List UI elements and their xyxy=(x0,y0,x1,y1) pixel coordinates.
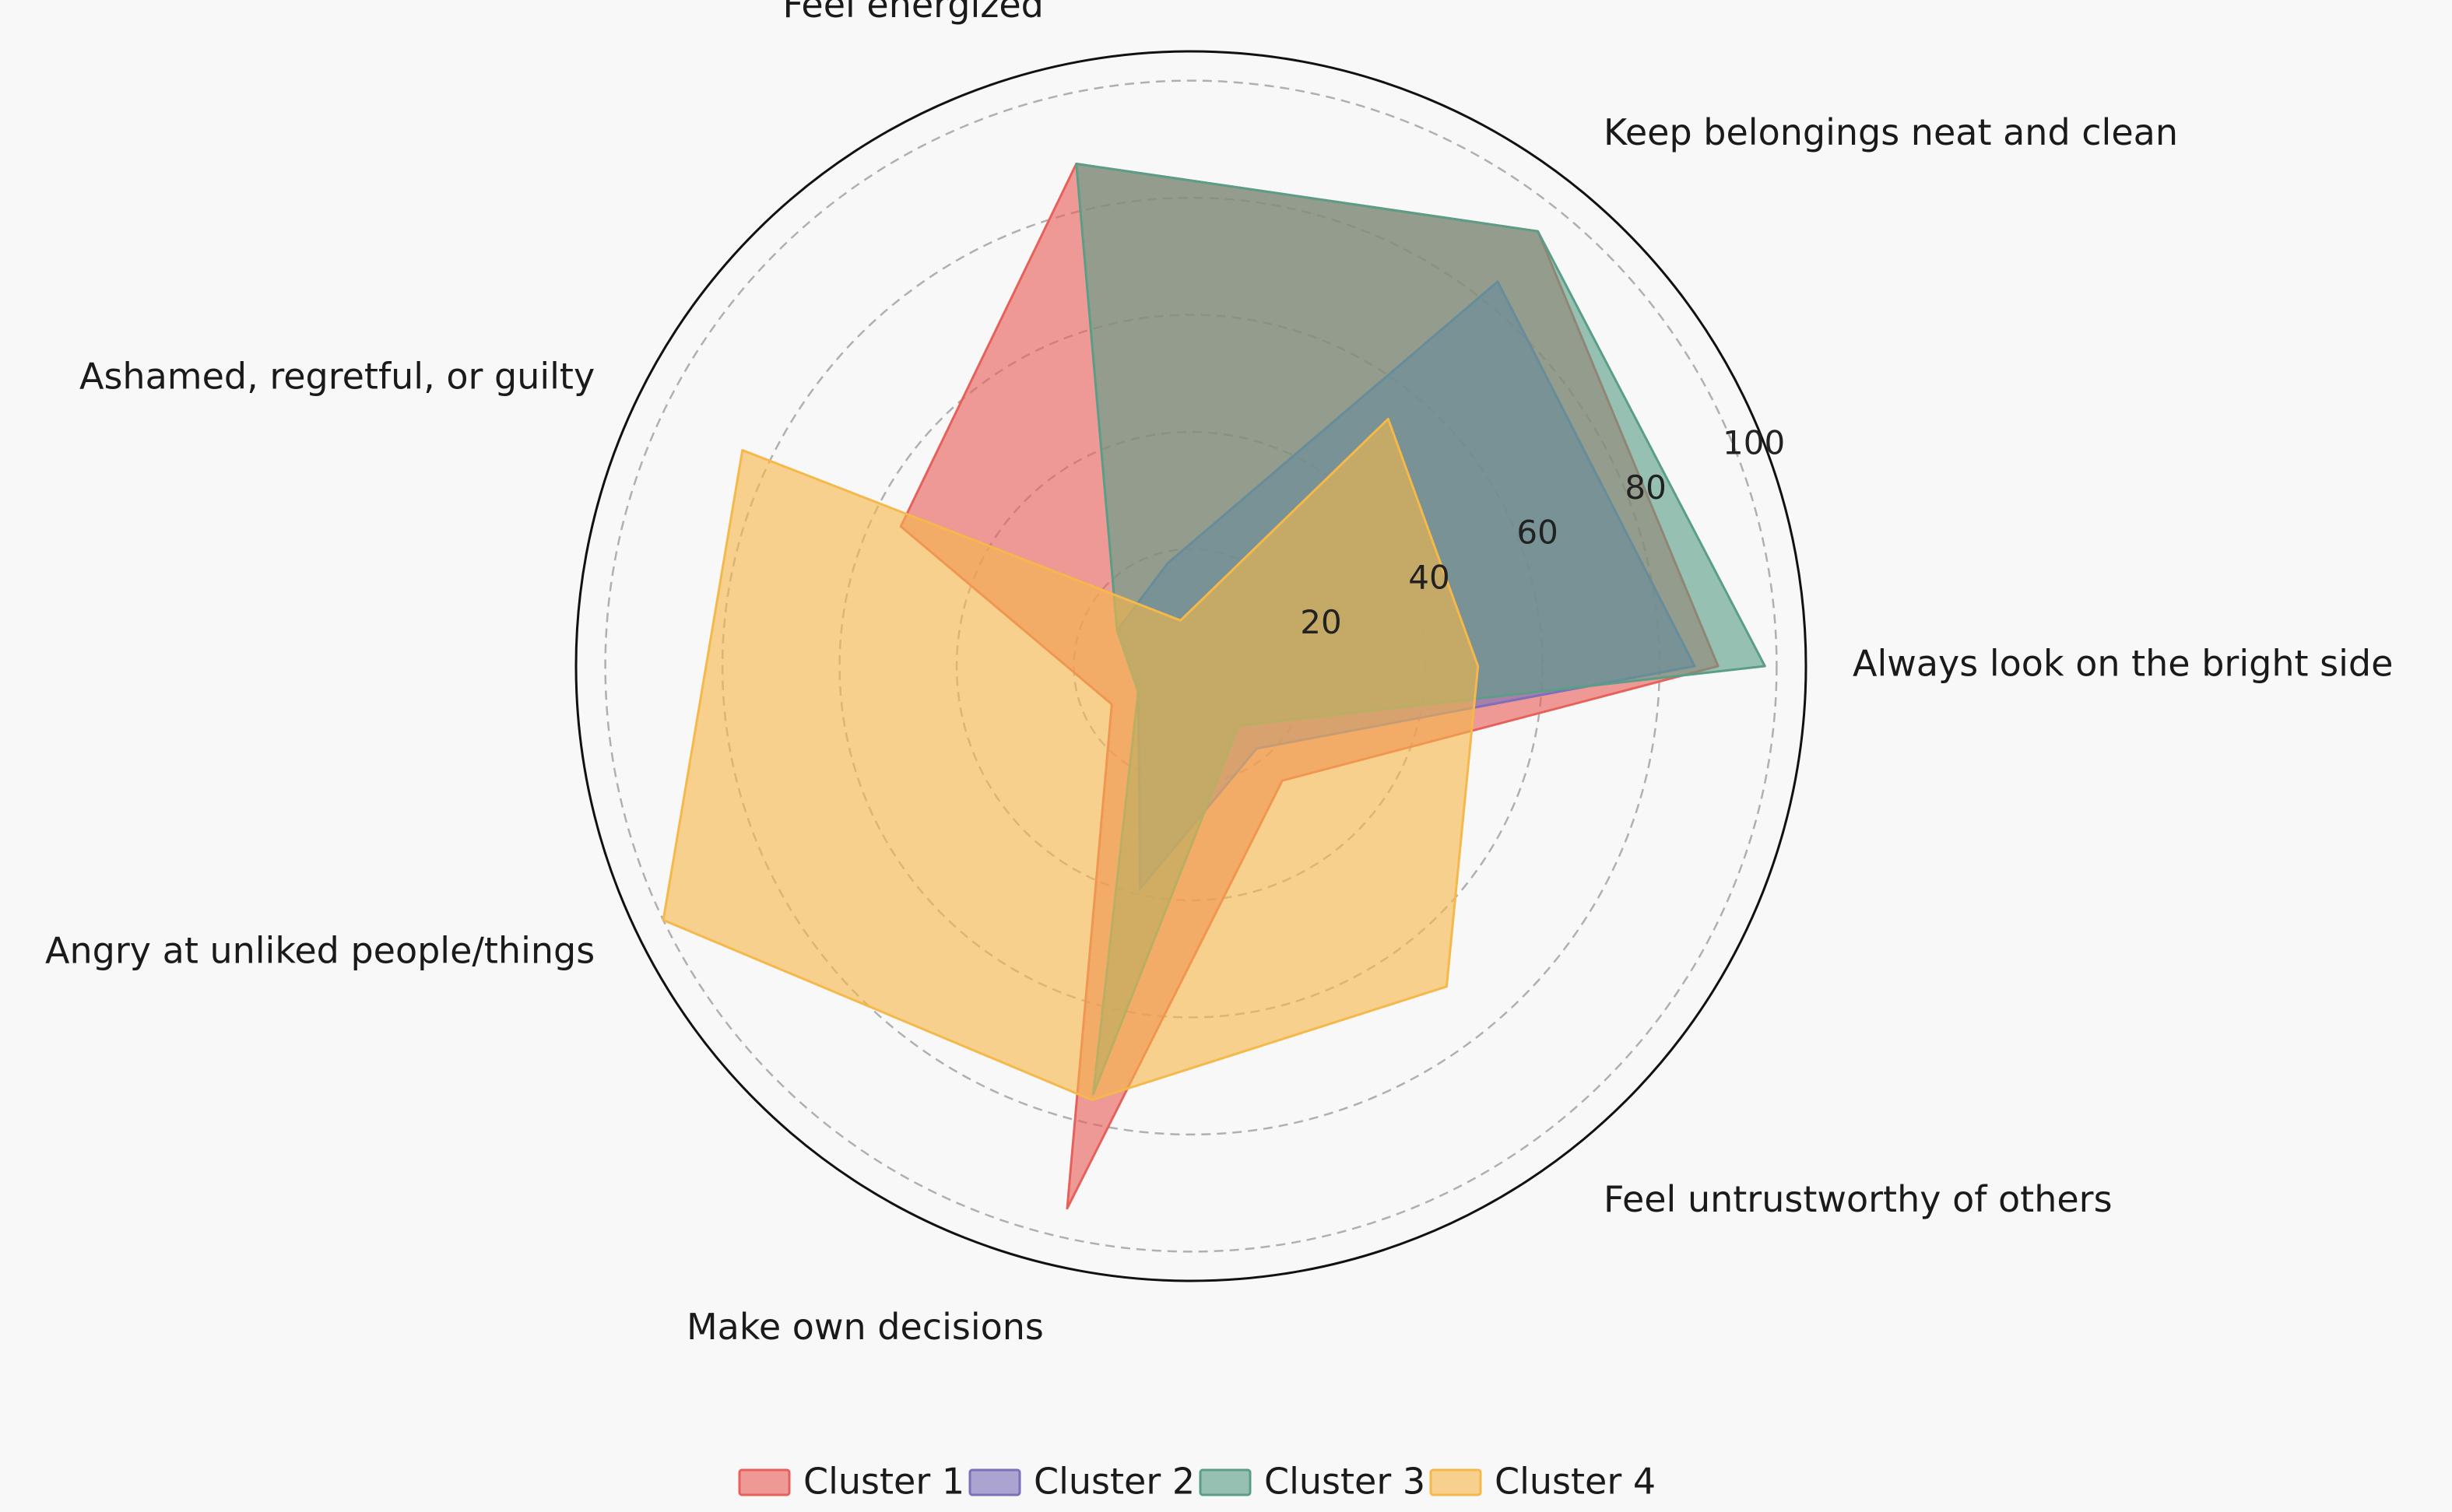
legend: Cluster 1 Cluster 2 Cluster 3 Cluster 4 xyxy=(738,1461,1656,1503)
legend-item-cluster-2: Cluster 2 xyxy=(968,1461,1195,1503)
legend-swatch-cluster-4 xyxy=(1429,1468,1482,1496)
axis-labels: Always look on the bright side Keep belon… xyxy=(45,0,2393,1348)
outer-ring xyxy=(574,50,1807,1282)
legend-swatch-cluster-3 xyxy=(1199,1468,1252,1496)
legend-swatch-cluster-2 xyxy=(968,1468,1021,1496)
axis-label-feel-untrustworthy-of-others: Feel untrustworthy of others xyxy=(1604,1178,2113,1220)
legend-label-cluster-4: Cluster 4 xyxy=(1495,1461,1656,1503)
tick-label-60: 60 xyxy=(1516,514,1558,552)
legend-item-cluster-1: Cluster 1 xyxy=(738,1461,964,1503)
legend-item-cluster-3: Cluster 3 xyxy=(1199,1461,1425,1503)
legend-item-cluster-4: Cluster 4 xyxy=(1429,1461,1656,1503)
axis-label-ashamed-regretful-or-guilty: Ashamed, regretful, or guilty xyxy=(79,356,595,398)
axis-label-always-look-on-the-bright-side: Always look on the bright side xyxy=(1853,643,2393,685)
series-cluster-4-area xyxy=(662,417,1480,1101)
axis-label-feel-energized: Feel energized xyxy=(782,0,1043,26)
tick-label-100: 100 xyxy=(1723,424,1785,462)
radar-series xyxy=(662,163,1766,1210)
tick-label-80: 80 xyxy=(1625,468,1666,507)
tick-label-20: 20 xyxy=(1300,603,1341,641)
axis-label-keep-belongings-neat-and-clean: Keep belongings neat and clean xyxy=(1604,111,2178,153)
tick-label-40: 40 xyxy=(1408,558,1449,596)
axis-label-make-own-decisions: Make own decisions xyxy=(687,1306,1044,1348)
radial-tick-labels: 20 40 60 80 100 xyxy=(1300,424,1785,641)
legend-swatch-cluster-1 xyxy=(738,1468,791,1496)
axis-label-angry-at-unliked-people-things: Angry at unliked people/things xyxy=(45,929,595,971)
legend-label-cluster-2: Cluster 2 xyxy=(1034,1461,1195,1503)
legend-label-cluster-3: Cluster 3 xyxy=(1264,1461,1425,1503)
legend-label-cluster-1: Cluster 1 xyxy=(803,1461,964,1503)
grid-ring-100 xyxy=(604,79,1778,1253)
